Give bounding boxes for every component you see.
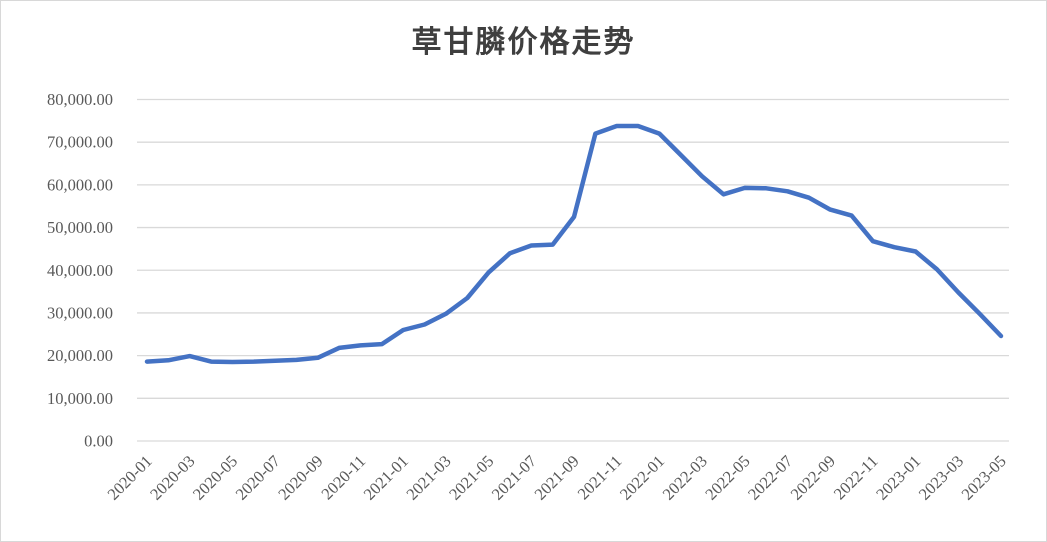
y-axis-tick-label: 10,000.00 [47,389,113,408]
x-axis-tick-label: 2022-03 [659,451,711,503]
price-line-series [144,123,1004,365]
y-axis-tick-label: 60,000.00 [47,175,113,194]
x-axis-tick-label: 2021-01 [360,451,412,503]
x-axis-tick-label: 2022-07 [744,451,796,503]
x-axis-tick-label: 2020-01 [104,451,156,503]
x-axis-tick-label: 2020-03 [146,451,198,503]
x-axis-tick-label: 2020-11 [317,451,369,503]
x-axis-tick-label: 2021-05 [445,451,497,503]
y-axis-tick-label: 40,000.00 [47,261,113,280]
x-axis-tick-label: 2021-03 [402,451,454,503]
x-axis-tick-label: 2023-01 [872,451,924,503]
x-axis-tick-label: 2022-01 [616,451,668,503]
x-axis-tick-label: 2020-05 [189,451,241,503]
y-axis-tick-label: 20,000.00 [47,346,113,365]
y-axis-tick-label: 30,000.00 [47,303,113,322]
x-axis-tick-label: 2022-11 [830,451,882,503]
y-axis-tick-label: 80,000.00 [47,90,113,109]
x-axis-tick-label: 2021-09 [531,451,583,503]
x-axis-tick-label: 2021-07 [488,451,540,503]
x-axis-tick-label: 2022-05 [701,451,753,503]
y-axis-tick-label: 70,000.00 [47,133,113,152]
x-axis-tick-label: 2023-03 [915,451,967,503]
x-axis-tick-label: 2022-09 [787,451,839,503]
y-axis-tick-label: 0.00 [84,432,113,451]
chart-title: 草甘膦价格走势 [411,26,636,59]
y-axis-tick-label: 50,000.00 [47,218,113,237]
x-axis-tick-label: 2021-11 [574,451,626,503]
x-axis-tick-label: 2023-05 [958,451,1010,503]
x-axis-tick-label: 2020-07 [232,451,284,503]
x-axis-tick-label: 2020-09 [274,451,326,503]
